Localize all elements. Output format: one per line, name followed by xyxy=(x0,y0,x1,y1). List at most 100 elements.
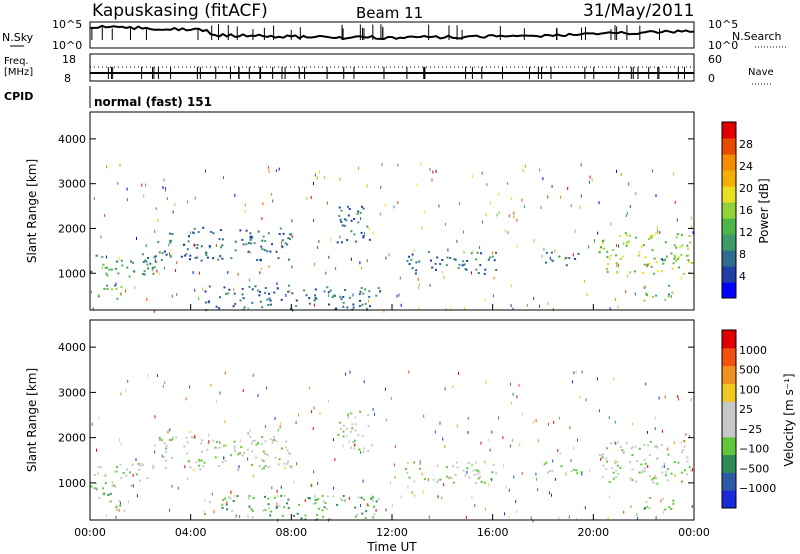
echo-cell xyxy=(437,495,439,499)
echo-cell xyxy=(616,441,619,444)
echo-cell xyxy=(288,258,290,261)
echo-cell xyxy=(96,448,97,452)
echo-cell xyxy=(237,272,239,276)
echo-cell xyxy=(343,224,346,227)
echo-cell xyxy=(359,261,361,265)
echo-cell xyxy=(511,438,513,442)
echo-cell xyxy=(106,165,107,169)
colorbar-swatch xyxy=(722,401,736,420)
echo-cell xyxy=(630,447,633,450)
echo-cell xyxy=(255,443,258,446)
echo-cell xyxy=(167,430,169,434)
echo-cell xyxy=(423,478,426,481)
echo-cell xyxy=(280,245,283,248)
echo-cell xyxy=(367,424,370,427)
echo-cell xyxy=(616,271,619,274)
echo-cell xyxy=(438,204,440,208)
echo-cell xyxy=(545,251,548,254)
colorbar-tick-label: 12 xyxy=(739,226,753,239)
echo-cell xyxy=(296,512,299,515)
echo-cell xyxy=(482,220,483,224)
echo-cell xyxy=(249,251,251,254)
echo-cell xyxy=(617,305,619,309)
echo-cell xyxy=(212,257,214,260)
echo-cell xyxy=(283,494,286,497)
echo-cell xyxy=(391,504,393,508)
echo-cell xyxy=(254,439,257,442)
echo-cell xyxy=(218,238,221,241)
echo-cell xyxy=(95,254,98,257)
echo-cell xyxy=(584,279,585,283)
echo-cell xyxy=(467,416,469,420)
echo-cell xyxy=(360,231,363,234)
echo-cell xyxy=(471,495,473,499)
echo-cell xyxy=(105,266,108,269)
echo-cell xyxy=(313,299,316,302)
echo-cell xyxy=(393,205,395,209)
time-axis: 00:00 04:00 08:00 12:00 16:00 20:00 00:00 xyxy=(74,304,710,539)
colorbar-tick-label: −25 xyxy=(739,423,762,436)
echo-cell xyxy=(306,196,308,200)
echo-cell xyxy=(353,218,356,220)
echo-cell xyxy=(195,461,198,464)
echo-cell xyxy=(628,234,631,237)
echo-cell xyxy=(598,251,601,254)
nsky-trace xyxy=(89,24,695,41)
echo-cell xyxy=(651,478,654,481)
echo-cell xyxy=(689,241,692,244)
echo-cell xyxy=(476,251,479,254)
echo-cell xyxy=(398,293,400,297)
echo-cell xyxy=(221,461,224,463)
echo-cell xyxy=(492,463,495,466)
echo-cell xyxy=(140,462,143,465)
echo-cell xyxy=(362,236,365,239)
colorbar-swatch xyxy=(722,365,736,384)
echo-cell xyxy=(484,298,486,302)
echo-cell xyxy=(183,445,186,448)
echo-cell xyxy=(510,382,511,386)
echo-cell xyxy=(551,184,553,188)
echo-cell xyxy=(632,422,633,426)
echo-cell xyxy=(187,477,189,481)
echo-cell xyxy=(349,296,352,299)
echo-cell xyxy=(208,246,211,249)
echo-cell xyxy=(284,466,286,470)
echo-cell xyxy=(310,483,312,487)
echo-cell xyxy=(414,272,417,275)
echo-cell xyxy=(427,478,429,482)
echo-cell xyxy=(439,478,442,481)
echo-cell xyxy=(507,181,509,185)
echo-cell xyxy=(253,242,256,245)
echo-cell xyxy=(147,267,149,270)
echo-cell xyxy=(485,380,487,384)
echo-cell xyxy=(248,278,250,282)
echo-cell xyxy=(615,298,617,301)
echo-cell xyxy=(615,476,618,478)
echo-cell xyxy=(614,462,617,465)
echo-cell xyxy=(676,233,679,236)
echo-cell xyxy=(357,166,359,170)
echo-cell xyxy=(123,509,126,512)
echo-cell xyxy=(683,469,686,472)
echo-cell xyxy=(304,499,306,503)
echo-cell xyxy=(652,481,655,484)
echo-cell xyxy=(608,416,610,420)
echo-cell xyxy=(264,425,266,429)
echo-cell xyxy=(127,379,129,383)
echo-cell xyxy=(141,253,144,256)
echo-cell xyxy=(492,251,493,255)
echo-cell xyxy=(360,496,363,499)
echo-cell xyxy=(203,461,206,464)
echo-cell xyxy=(268,265,270,268)
echo-cell xyxy=(308,297,311,300)
echo-cell xyxy=(104,482,107,485)
power-colorbar-label: Power [dB] xyxy=(757,178,771,243)
echo-cell xyxy=(118,256,120,260)
echo-cell xyxy=(139,479,142,482)
echo-cell xyxy=(493,259,496,262)
echo-cell xyxy=(162,186,164,189)
echo-cell xyxy=(259,290,262,293)
echo-cell xyxy=(240,439,242,443)
echo-cell xyxy=(313,219,315,222)
echo-cell xyxy=(678,397,680,401)
